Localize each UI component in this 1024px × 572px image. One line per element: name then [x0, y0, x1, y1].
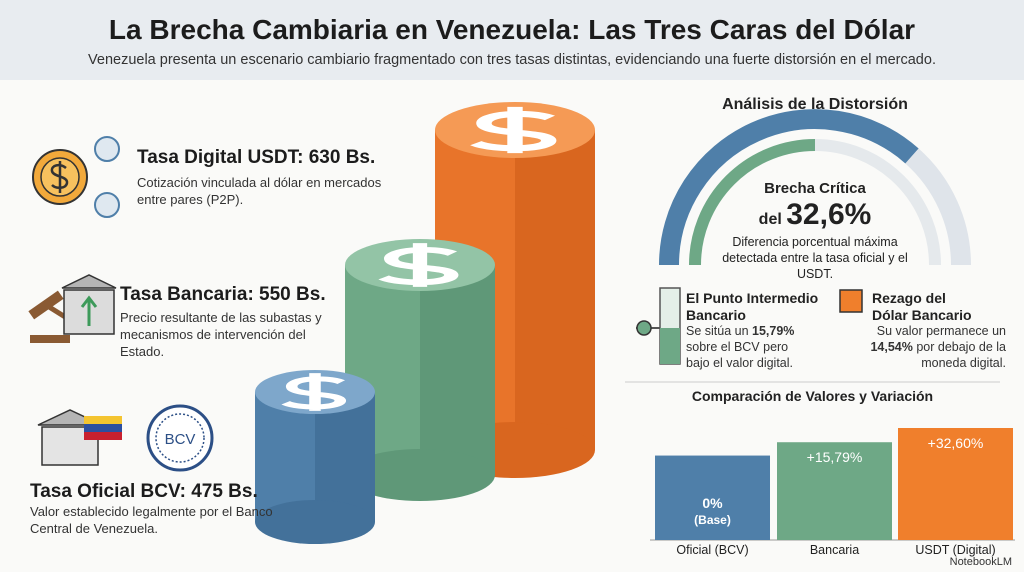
title: La Brecha Cambiaria en Venezuela: Las Tr… [108, 14, 916, 45]
footer: NotebookLM [949, 556, 1012, 568]
dollar-sign [378, 243, 459, 287]
user-icon [94, 136, 120, 162]
gauge-outer [659, 109, 919, 266]
rate-description: Valor establecido legalmente por el Banc… [30, 504, 273, 536]
arrow-up [80, 295, 98, 326]
gavel-base [30, 335, 70, 343]
text-bold: 15,79% [752, 324, 795, 338]
gauge-inner [689, 139, 816, 266]
card-title: Rezago del Dólar Bancario [872, 290, 972, 323]
flag-yellow [84, 416, 122, 424]
cyl-bottom [255, 500, 375, 544]
cylinder-blue [255, 370, 375, 544]
bar [898, 428, 1013, 540]
rate-description: Precio resultante de las subastas y meca… [120, 310, 322, 359]
card-title: El Punto Intermedio Bancario [686, 290, 819, 323]
dollar-sign [281, 373, 346, 411]
gauge-prefix: del [758, 211, 782, 228]
bank-body [41, 426, 99, 466]
x-tick-label: Oficial (BCV) [676, 543, 748, 557]
header-band [0, 0, 1024, 80]
flag-red [84, 432, 122, 440]
text: Su valor permanece un [876, 324, 1006, 338]
cyl-shade [420, 265, 495, 475]
gauge-value-row: del 32,6% [715, 198, 915, 232]
seal-text: BCV [165, 431, 196, 448]
analysis-title: Análisis de la Distorsión [722, 96, 908, 113]
gauge-inner-rest [814, 139, 941, 266]
cylinder-green [345, 239, 495, 501]
x-tick-label: Bancaria [810, 543, 859, 557]
pointer-dot [636, 320, 652, 336]
gauge-label: Brecha Crítica [764, 180, 866, 197]
thermometer-fill [660, 328, 680, 364]
gauge-outer-rest [905, 148, 971, 266]
orange-square [839, 289, 863, 313]
bank-roof [61, 274, 117, 289]
flag-blue [84, 424, 122, 432]
rate-title: Tasa Digital USDT: 630 Bs. [137, 147, 376, 168]
gauge-description: Diferencia porcentual máxima detectada e… [722, 235, 908, 281]
card-text: Se sitúa un 15,79% sobre el BCV pero baj… [686, 323, 811, 371]
bar [655, 455, 770, 540]
bar-annotation: 0% [702, 495, 723, 511]
text: sobre el BCV pero bajo el valor digital. [686, 340, 794, 370]
rate-title: Tasa Bancaria: 550 Bs. [120, 284, 326, 305]
rate-title: Tasa Oficial BCV: 475 Bs. [30, 481, 258, 502]
seal-ring [155, 413, 205, 463]
text: por debajo de la moneda digital. [912, 340, 1006, 370]
card-text: Su valor permanece un 14,54% por debajo … [866, 323, 1006, 371]
bar [777, 442, 892, 540]
x-tick-label: USDT (Digital) [915, 543, 995, 557]
subtitle: Venezuela presenta un escenario cambiari… [88, 52, 936, 68]
chart-title: Comparación de Valores y Variación [691, 388, 934, 404]
bar-annotation: +32,60% [928, 435, 984, 451]
cyl-bottom [345, 449, 495, 501]
text: Se sitúa un [686, 324, 753, 338]
seal [146, 404, 214, 472]
gauge-value: 32,6% [786, 198, 872, 231]
cyl-shade [515, 130, 595, 450]
text-bold: 14,54% [870, 340, 913, 354]
bar-chart: 0% (Base) Oficial (BCV) +15,79% Bancaria +32,… [655, 428, 1013, 557]
dollar-sign [470, 106, 557, 154]
user-icon [94, 192, 120, 218]
coin-dollar [50, 161, 69, 193]
bar-annotation: +15,79% [807, 449, 863, 465]
base-note: (Base) [694, 513, 731, 527]
rate-description: Cotización vinculada al dólar en mercado… [137, 175, 382, 207]
